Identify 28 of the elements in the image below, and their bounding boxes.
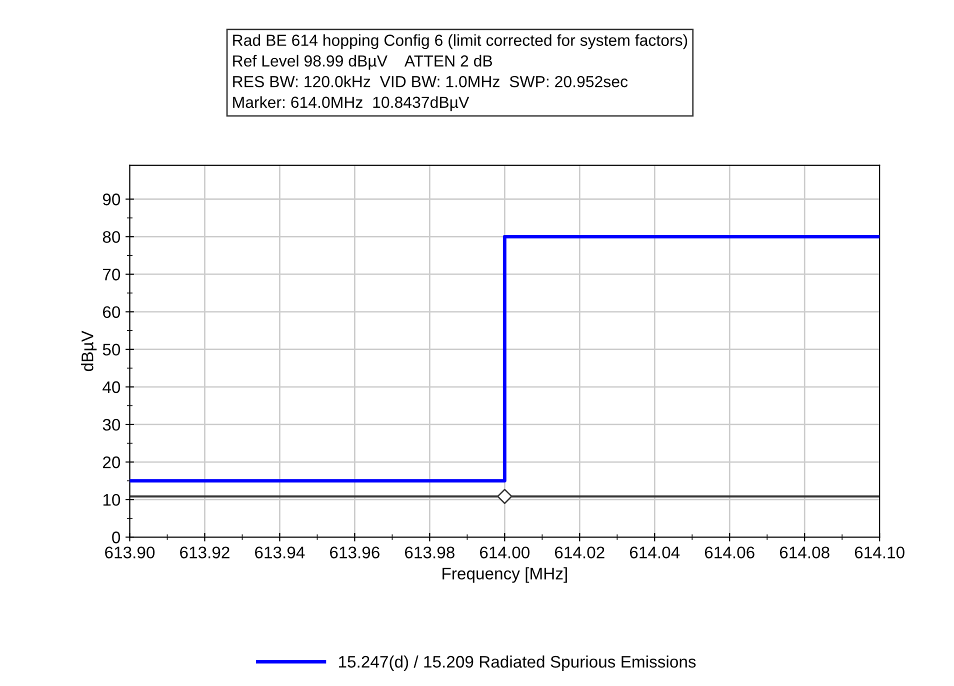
- y-tick-label: 60: [103, 306, 120, 318]
- x-tick-label: 614.06: [704, 546, 754, 558]
- x-tick-label: 613.92: [180, 546, 230, 558]
- y-tick-label: 70: [103, 268, 120, 280]
- x-axis-title: Frequency [MHz]: [442, 567, 567, 583]
- y-tick-label: 30: [102, 418, 120, 431]
- y-tick-label: 10: [103, 494, 120, 506]
- x-tick-label: 614.00: [480, 546, 530, 558]
- text: Ref Level 98.99 dBµV ATTEN 2 dB: [233, 54, 492, 70]
- x-tick-label: 614.04: [630, 546, 680, 558]
- y-tick-label: 0: [112, 532, 120, 544]
- x-tick-label: 613.96: [330, 546, 380, 558]
- x-tick-label: 613.94: [255, 546, 305, 558]
- x-tick-label: 613.90: [105, 546, 155, 558]
- x-tick-label: 614.08: [780, 546, 830, 558]
- x-tick-label: 613.98: [405, 546, 454, 558]
- text: Marker: 614.0MHz 10.8437dBµV: [233, 96, 470, 112]
- y-tick-label: 80: [102, 231, 120, 243]
- y-tick-label: 40: [102, 381, 120, 394]
- text: Rad BE 614 hopping Config 6 (limit corrected for system factors): [233, 34, 688, 50]
- x-tick-label: 614.02: [555, 546, 604, 558]
- y-axis-title: dBµV: [81, 330, 97, 372]
- legend-label: 15.247(d) / 15.209 Radiated Spurious Emissions: [339, 655, 696, 671]
- text: RES BW: 120.0kHz VID BW: 1.0MHz SWP: 20.952sec: [233, 76, 628, 88]
- x-tick-label: 614.10: [854, 546, 904, 558]
- y-tick-label: 90: [102, 194, 120, 206]
- y-tick-label: 50: [102, 344, 120, 356]
- y-tick-label: 20: [103, 456, 120, 468]
